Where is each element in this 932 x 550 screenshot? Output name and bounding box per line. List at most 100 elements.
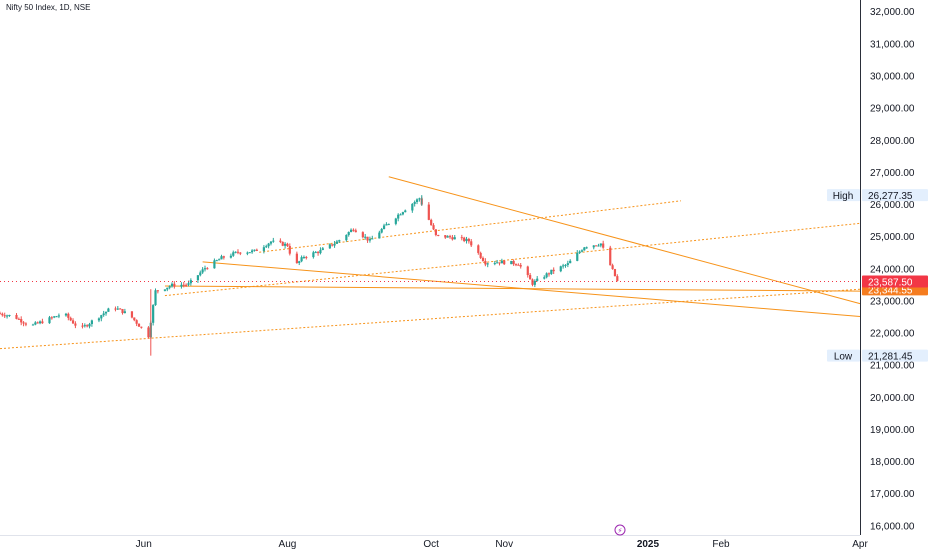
candle-body[interactable] xyxy=(8,314,11,316)
candle-body[interactable] xyxy=(552,269,555,272)
candle-body[interactable] xyxy=(465,238,468,242)
candle-body[interactable] xyxy=(262,247,265,251)
candle-body[interactable] xyxy=(203,268,207,270)
candle-body[interactable] xyxy=(484,261,487,265)
candle-body[interactable] xyxy=(152,305,155,323)
candle-body[interactable] xyxy=(48,317,51,324)
candle-body[interactable] xyxy=(592,245,595,248)
candle-body[interactable] xyxy=(135,320,138,324)
candle-body[interactable] xyxy=(451,237,454,240)
candle-body[interactable] xyxy=(371,238,374,240)
candle-body[interactable] xyxy=(185,284,188,286)
candle-body[interactable] xyxy=(385,224,388,226)
candle-body[interactable] xyxy=(220,256,223,260)
candle-body[interactable] xyxy=(503,260,506,265)
candle-body[interactable] xyxy=(140,326,143,328)
candle-body[interactable] xyxy=(432,225,435,230)
candle-body[interactable] xyxy=(467,238,470,242)
candle-body[interactable] xyxy=(232,252,235,256)
candle-body[interactable] xyxy=(123,311,126,314)
candle-body[interactable] xyxy=(236,251,240,253)
candle-body[interactable] xyxy=(156,290,159,292)
candle-body[interactable] xyxy=(338,240,341,242)
candle-body[interactable] xyxy=(22,322,25,324)
candle-body[interactable] xyxy=(253,249,256,251)
trendline[interactable] xyxy=(202,261,861,317)
candle-body[interactable] xyxy=(312,252,315,258)
candle-body[interactable] xyxy=(90,320,93,325)
candle-body[interactable] xyxy=(218,259,221,261)
candle-body[interactable] xyxy=(81,325,84,327)
candle-body[interactable] xyxy=(107,308,110,312)
candle-body[interactable] xyxy=(41,321,44,324)
candle-body[interactable] xyxy=(5,315,9,317)
candle-body[interactable] xyxy=(446,236,449,238)
candle-body[interactable] xyxy=(413,201,416,204)
candle-body[interactable] xyxy=(295,253,298,264)
candle-body[interactable] xyxy=(67,313,70,318)
candle-body[interactable] xyxy=(536,278,539,281)
candle-body[interactable] xyxy=(286,243,289,247)
candle-body[interactable] xyxy=(281,241,284,246)
candle-body[interactable] xyxy=(481,257,485,262)
trendline[interactable] xyxy=(164,222,861,297)
candle-body[interactable] xyxy=(430,219,433,226)
candle-body[interactable] xyxy=(580,250,584,252)
candle-body[interactable] xyxy=(347,232,350,235)
candle-body[interactable] xyxy=(533,280,536,285)
candle-body[interactable] xyxy=(24,323,28,325)
candle-body[interactable] xyxy=(17,318,20,320)
candle-body[interactable] xyxy=(57,315,61,317)
candle-body[interactable] xyxy=(333,243,336,246)
candle-body[interactable] xyxy=(576,252,579,261)
candle-body[interactable] xyxy=(526,266,529,276)
candle-body[interactable] xyxy=(585,247,588,249)
candle-body[interactable] xyxy=(97,318,101,321)
candle-body[interactable] xyxy=(248,252,251,254)
candle-body[interactable] xyxy=(394,218,397,224)
candle-body[interactable] xyxy=(602,243,605,248)
trendline[interactable] xyxy=(164,285,861,292)
candle-body[interactable] xyxy=(550,269,553,274)
candle-body[interactable] xyxy=(415,199,419,202)
candle-body[interactable] xyxy=(366,236,369,241)
candle-body[interactable] xyxy=(147,327,150,338)
candle-body[interactable] xyxy=(36,322,39,324)
candle-body[interactable] xyxy=(519,265,522,267)
candle-body[interactable] xyxy=(34,322,37,325)
event-marker[interactable]: ⚡ xyxy=(614,524,626,536)
candle-body[interactable] xyxy=(133,317,136,321)
candle-body[interactable] xyxy=(477,245,480,253)
candle-body[interactable] xyxy=(328,244,331,249)
candle-body[interactable] xyxy=(170,283,174,287)
candle-body[interactable] xyxy=(182,284,185,286)
candle-body[interactable] xyxy=(316,252,320,254)
candle-body[interactable] xyxy=(239,252,242,254)
candle-body[interactable] xyxy=(64,313,68,316)
trendline[interactable] xyxy=(0,288,861,350)
candle-body[interactable] xyxy=(364,236,367,238)
candle-body[interactable] xyxy=(222,256,225,258)
candle-body[interactable] xyxy=(399,214,402,216)
candle-body[interactable] xyxy=(74,323,77,326)
trendline[interactable] xyxy=(388,176,861,305)
candle-body[interactable] xyxy=(20,319,23,323)
candle-body[interactable] xyxy=(418,198,421,200)
candle-body[interactable] xyxy=(272,240,275,242)
candle-body[interactable] xyxy=(114,308,117,310)
candle-body[interactable] xyxy=(269,241,273,244)
candle-body[interactable] xyxy=(102,313,105,316)
candle-body[interactable] xyxy=(187,283,190,285)
candle-body[interactable] xyxy=(498,262,501,264)
candle-body[interactable] xyxy=(234,251,237,253)
candle-body[interactable] xyxy=(116,308,119,310)
candle-body[interactable] xyxy=(279,240,282,242)
candle-body[interactable] xyxy=(31,324,35,326)
candle-body[interactable] xyxy=(514,264,518,266)
candle-body[interactable] xyxy=(444,235,447,238)
candle-body[interactable] xyxy=(229,255,233,258)
candle-body[interactable] xyxy=(206,268,209,270)
candle-body[interactable] xyxy=(609,247,612,266)
candle-body[interactable] xyxy=(83,325,86,327)
